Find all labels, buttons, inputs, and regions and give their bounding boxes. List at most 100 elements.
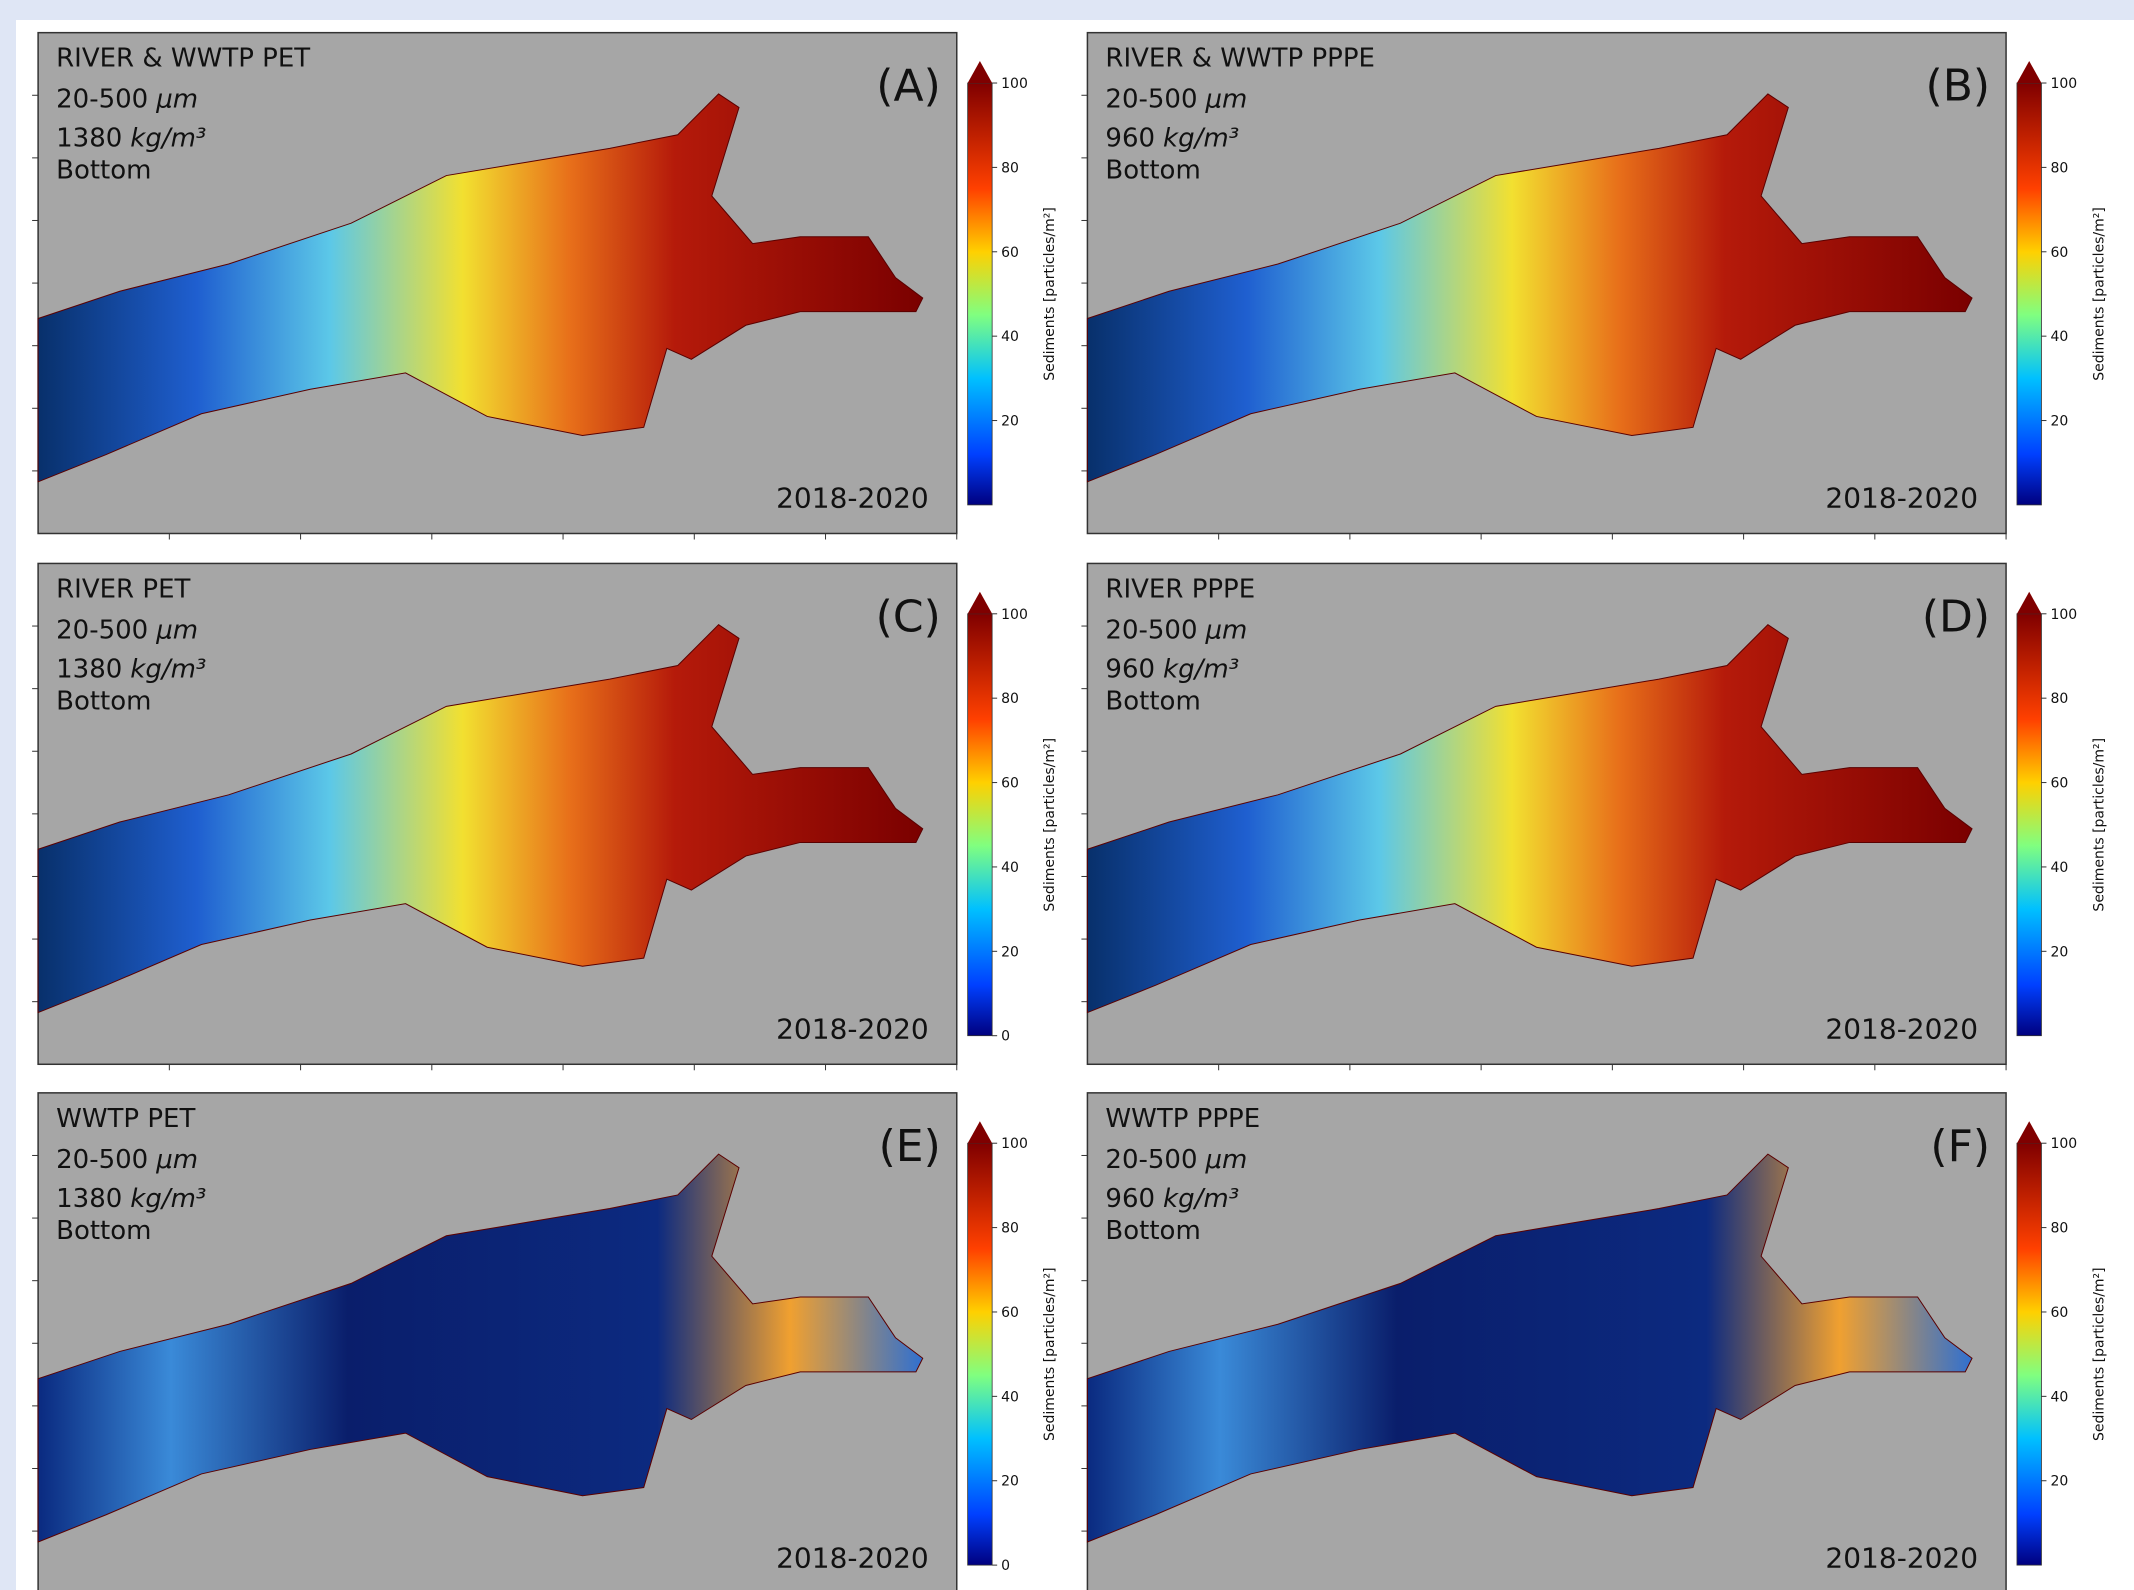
- colorbar-tick-label: 80: [2050, 160, 2068, 176]
- colorbar: [2017, 614, 2041, 1036]
- panel-label: (D): [1922, 591, 1990, 642]
- colorbar: [968, 83, 992, 505]
- colorbar-label: Sediments [particles/m²]: [2091, 738, 2107, 912]
- colorbar: [968, 614, 992, 1036]
- colorbar: [2017, 83, 2041, 505]
- colorbar-tick-label: 40: [2050, 1389, 2068, 1405]
- size-unit: μm: [155, 85, 198, 115]
- colorbar-tick-label: 40: [1001, 860, 1019, 876]
- colorbar-tick-label: 100: [2050, 1136, 2077, 1152]
- figure: RIVER & WWTP PET20-500μm1380kg/m³Bottom(…: [0, 0, 2134, 1590]
- page: RIVER & WWTP PET20-500μm1380kg/m³Bottom(…: [0, 0, 2134, 1590]
- particle-size: 20-500μm: [56, 615, 198, 645]
- size-unit: μm: [1205, 85, 1248, 115]
- colorbar-tick-label: 80: [1001, 1221, 1019, 1237]
- colorbar-tick-label: 100: [1001, 76, 1028, 92]
- period: 2018-2020: [1825, 1012, 1978, 1045]
- colorbar-tick-label: 0: [1001, 1029, 1010, 1045]
- density-unit: kg/m³: [130, 124, 206, 154]
- layer: Bottom: [56, 156, 151, 186]
- colorbar: [968, 1143, 992, 1565]
- colorbar-tick-label: 20: [2050, 944, 2068, 960]
- colorbar-tick-label: 20: [1001, 1474, 1019, 1490]
- size-unit: μm: [1205, 615, 1248, 645]
- density-unit: kg/m³: [130, 654, 206, 684]
- density-value: 1380: [56, 654, 122, 684]
- layer: Bottom: [1105, 1216, 1200, 1246]
- particle-density: 1380 kg/m³: [56, 654, 206, 684]
- panel-title: RIVER & WWTP PET: [56, 44, 310, 74]
- period: 2018-2020: [1825, 1542, 1978, 1575]
- particle-density: 1380 kg/m³: [56, 1184, 206, 1214]
- density-value: 960: [1105, 1184, 1155, 1214]
- size-unit: μm: [155, 1145, 198, 1175]
- colorbar-tick-label: 20: [2050, 414, 2068, 430]
- colorbar-label: Sediments [particles/m²]: [1042, 207, 1058, 381]
- colorbar-label: Sediments [particles/m²]: [2091, 1267, 2107, 1441]
- colorbar-tick-label: 20: [2050, 1474, 2068, 1490]
- period: 2018-2020: [1825, 482, 1978, 515]
- density-unit: kg/m³: [130, 1184, 206, 1214]
- colorbar-tick-label: 80: [2050, 1221, 2068, 1237]
- panel-title: WWTP PET: [56, 1104, 195, 1134]
- particle-size: 20-500 μm: [1105, 1145, 1247, 1175]
- density-value: 960: [1105, 654, 1155, 684]
- size-range: 20-500: [1105, 615, 1197, 645]
- size-range: 20-500: [1105, 85, 1197, 115]
- panel-title: RIVER PPPE: [1105, 574, 1255, 604]
- particle-density: 960 kg/m³: [1105, 654, 1239, 684]
- layer: Bottom: [1105, 686, 1200, 716]
- particle-density: 960 kg/m³: [1105, 1184, 1239, 1214]
- size-unit: μm: [1205, 1145, 1248, 1175]
- panel-title: RIVER & WWTP PPPE: [1105, 44, 1375, 74]
- colorbar-tick-label: 0: [1001, 1558, 1010, 1574]
- particle-size: 20-500μm: [56, 85, 198, 115]
- layer: Bottom: [56, 686, 151, 716]
- period: 2018-2020: [776, 1542, 929, 1575]
- size-range: 20-500: [56, 615, 148, 645]
- colorbar-tick-label: 80: [1001, 160, 1019, 176]
- panel-label: (A): [876, 61, 940, 112]
- colorbar-tick-label: 20: [1001, 414, 1019, 430]
- colorbar-label: Sediments [particles/m²]: [1042, 738, 1058, 912]
- colorbar-tick-label: 40: [1001, 1389, 1019, 1405]
- size-range: 20-500: [56, 1145, 148, 1175]
- colorbar-tick-label: 100: [1001, 607, 1028, 623]
- colorbar-tick-label: 100: [2050, 607, 2077, 623]
- layer: Bottom: [1105, 156, 1200, 186]
- density-unit: kg/m³: [1163, 654, 1239, 684]
- colorbar-tick-label: 40: [1001, 329, 1019, 345]
- density-unit: kg/m³: [1163, 1184, 1239, 1214]
- colorbar-label: Sediments [particles/m²]: [1042, 1267, 1058, 1441]
- panel-title: WWTP PPPE: [1105, 1104, 1260, 1134]
- colorbar-tick-label: 60: [2050, 1305, 2068, 1321]
- colorbar: [2017, 1143, 2041, 1565]
- colorbar-tick-label: 100: [2050, 76, 2077, 92]
- colorbar-tick-label: 60: [2050, 776, 2068, 792]
- panel: RIVER PET 20-500μm 1380 kg/m³Bottom (C) 2018-…: [32, 563, 1058, 1070]
- panel-label: (F): [1930, 1121, 1990, 1172]
- panel-label: (C): [876, 591, 941, 642]
- colorbar-tick-label: 40: [2050, 329, 2068, 345]
- density-unit: kg/m³: [1163, 124, 1239, 154]
- colorbar-tick-label: 60: [1001, 245, 1019, 261]
- colorbar-tick-label: 60: [2050, 245, 2068, 261]
- layer: Bottom: [56, 1216, 151, 1246]
- panel-title: RIVER PET: [56, 574, 190, 604]
- period: 2018-2020: [776, 1012, 929, 1045]
- size-range: 20-500: [1105, 1145, 1197, 1175]
- density-value: 1380: [56, 124, 122, 154]
- particle-size: 20-500 μm: [1105, 85, 1247, 115]
- density-value: 1380: [56, 1184, 122, 1214]
- colorbar-tick-label: 60: [1001, 776, 1019, 792]
- particle-density: 1380 kg/m³: [56, 124, 206, 154]
- colorbar-tick-label: 100: [1001, 1136, 1028, 1152]
- colorbar-tick-label: 80: [1001, 691, 1019, 707]
- colorbar-tick-label: 80: [2050, 691, 2068, 707]
- panel-label: (B): [1926, 61, 1991, 112]
